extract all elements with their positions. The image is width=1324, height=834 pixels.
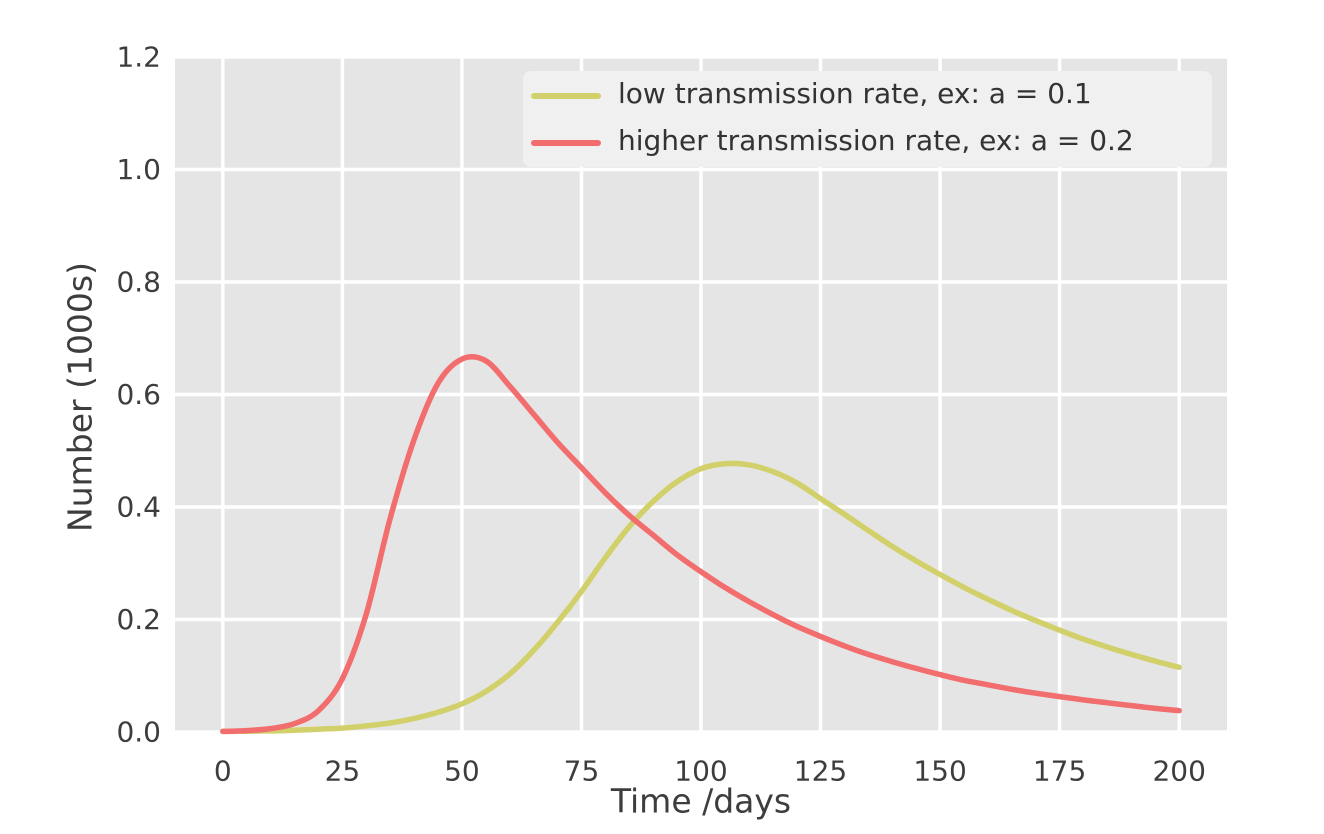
y-tick-label: 0.0	[116, 716, 161, 749]
legend-swatch	[531, 92, 601, 99]
legend-item: higher transmission rate, ex: a = 0.2	[531, 124, 1212, 162]
y-tick-label: 1.2	[116, 41, 161, 74]
legend-label: higher transmission rate, ex: a = 0.2	[618, 124, 1134, 157]
x-tick-labels: 0 25 50 75 100 125 150 175 200	[214, 755, 1206, 788]
x-tick-label: 125	[794, 755, 847, 788]
y-tick-label: 0.2	[116, 603, 161, 636]
series-line-1	[220, 354, 1182, 735]
legend-item: low transmission rate, ex: a = 0.1	[531, 77, 1212, 115]
y-axis-label: Number (1000s)	[61, 262, 100, 532]
x-tick-label: 75	[564, 755, 600, 788]
series-lines	[220, 354, 1182, 735]
x-tick-label: 150	[913, 755, 966, 788]
x-tick-label: 175	[1033, 755, 1086, 788]
y-tick-label: 0.6	[116, 378, 161, 411]
x-axis-label: Time /days	[610, 782, 791, 821]
x-tick-label: 200	[1152, 755, 1205, 788]
legend-swatch	[531, 139, 601, 146]
grid-lines	[175, 55, 1227, 734]
y-tick-labels: 0.0 0.2 0.4 0.6 0.8 1.0 1.2	[116, 41, 161, 749]
x-tick-label: 50	[444, 755, 480, 788]
x-tick-label: 25	[325, 755, 361, 788]
x-tick-label: 100	[674, 755, 727, 788]
y-tick-label: 0.4	[116, 491, 161, 524]
y-tick-label: 0.8	[116, 266, 161, 299]
legend-label: low transmission rate, ex: a = 0.1	[618, 77, 1092, 110]
y-tick-label: 1.0	[116, 153, 161, 186]
series-line-0	[220, 460, 1182, 735]
x-tick-label: 0	[214, 755, 232, 788]
legend: low transmission rate, ex: a = 0.1 higher…	[523, 71, 1212, 167]
